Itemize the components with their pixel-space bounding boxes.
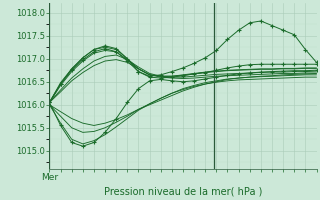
X-axis label: Pression niveau de la mer( hPa ): Pression niveau de la mer( hPa )	[104, 187, 262, 197]
